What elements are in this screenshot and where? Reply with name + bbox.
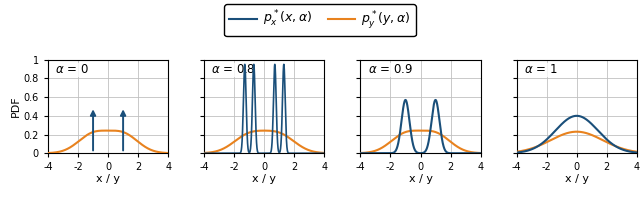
Y-axis label: PDF: PDF	[11, 96, 21, 117]
Text: $\alpha$ = 0.8: $\alpha$ = 0.8	[211, 63, 256, 76]
Legend: $p_x^*(x,\alpha)$, $p_y^*(y,\alpha)$: $p_x^*(x,\alpha)$, $p_y^*(y,\alpha)$	[225, 4, 415, 36]
X-axis label: x / y: x / y	[564, 174, 589, 184]
Text: $\alpha$ = 0.9: $\alpha$ = 0.9	[367, 63, 413, 76]
X-axis label: x / y: x / y	[408, 174, 433, 184]
Text: $\alpha$ = 1: $\alpha$ = 1	[524, 63, 557, 76]
Text: $\alpha$ = 0: $\alpha$ = 0	[55, 63, 89, 76]
X-axis label: x / y: x / y	[252, 174, 276, 184]
X-axis label: x / y: x / y	[96, 174, 120, 184]
